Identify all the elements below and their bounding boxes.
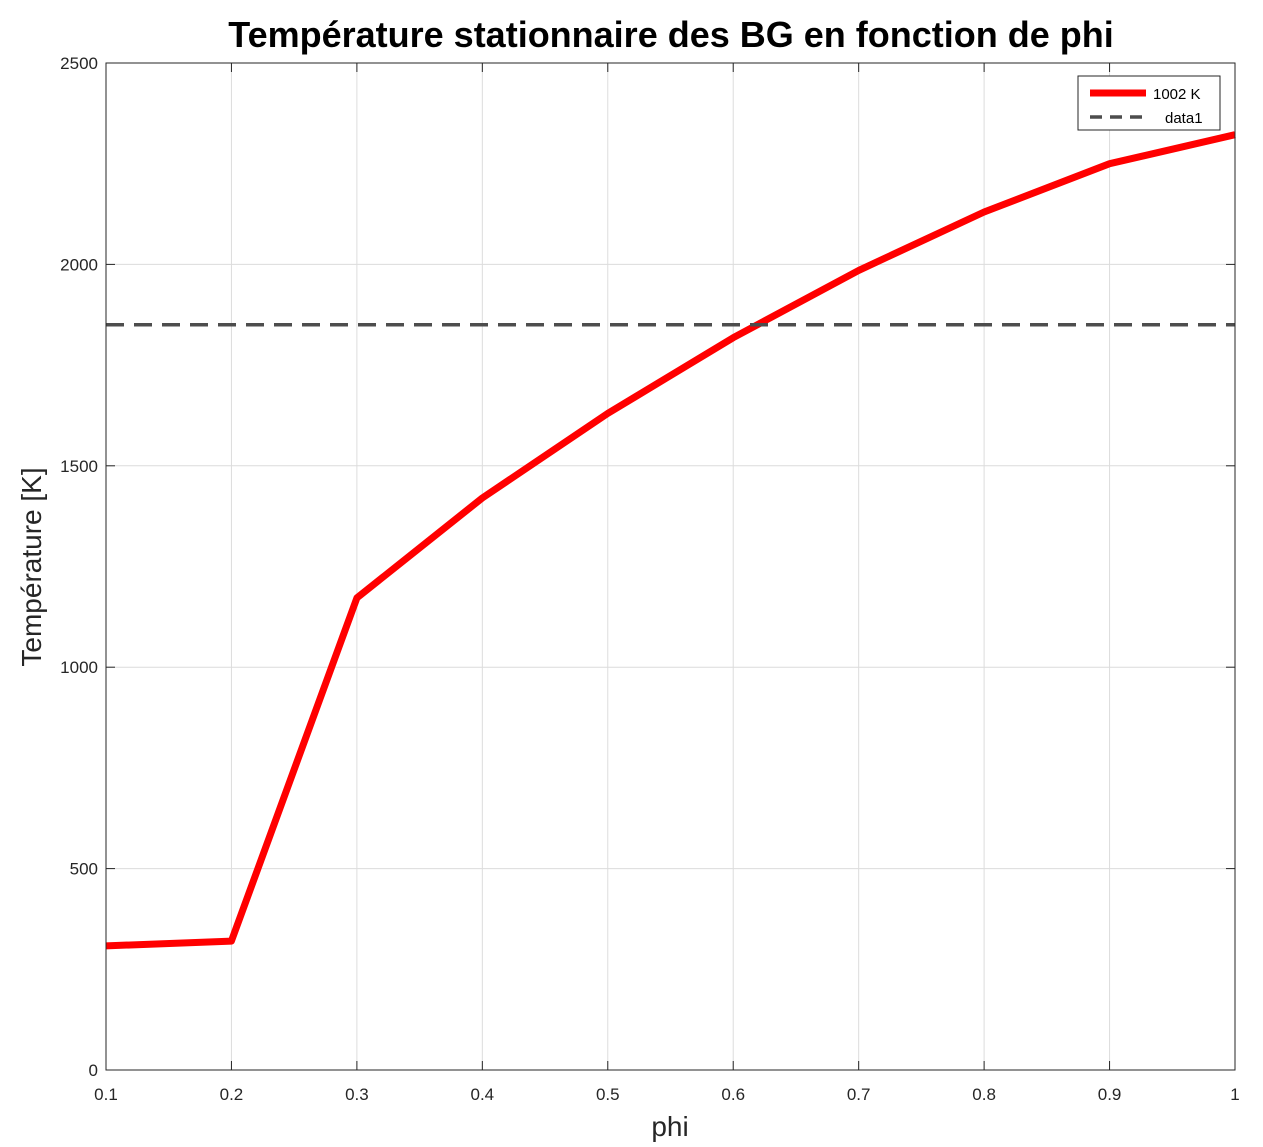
series-line-1002k — [105, 131, 1236, 950]
chart-title: Température stationnaire des BG en fonct… — [228, 14, 1113, 55]
x-tick-label: 0.7 — [847, 1085, 871, 1104]
legend-label-data1: data1 — [1165, 110, 1203, 127]
plot-series — [105, 131, 1236, 950]
y-axis-label: Température [K] — [16, 467, 47, 666]
legend: 1002 K data1 — [1077, 75, 1221, 131]
x-tick-label: 0.4 — [471, 1085, 495, 1104]
y-tick-label: 1000 — [60, 658, 98, 677]
legend-box — [1077, 75, 1221, 131]
y-tick-label: 2500 — [60, 54, 98, 73]
x-tick-label: 0.3 — [345, 1085, 369, 1104]
x-tick-label: 0.5 — [596, 1085, 620, 1104]
y-tick-label: 0 — [89, 1061, 98, 1080]
y-tick-label: 2000 — [60, 255, 98, 274]
x-tick-label: 0.1 — [94, 1085, 118, 1104]
axes-box — [105, 62, 1236, 1071]
x-tick-label: 0.8 — [972, 1085, 996, 1104]
x-tick-label: 1 — [1230, 1085, 1239, 1104]
legend-label-1002k: 1002 K — [1153, 86, 1201, 103]
x-tick-label: 0.9 — [1098, 1085, 1122, 1104]
y-tick-label: 1500 — [60, 457, 98, 476]
x-axis-label: phi — [651, 1111, 688, 1142]
x-tick-label: 0.6 — [721, 1085, 745, 1104]
x-tick-label: 0.2 — [220, 1085, 244, 1104]
axis-ticks: 0.1 0.2 0.3 0.4 0.5 0.6 0.7 0.8 0.9 1 0 500 1000 1500… — [60, 54, 1240, 1104]
y-tick-label: 500 — [70, 860, 98, 879]
